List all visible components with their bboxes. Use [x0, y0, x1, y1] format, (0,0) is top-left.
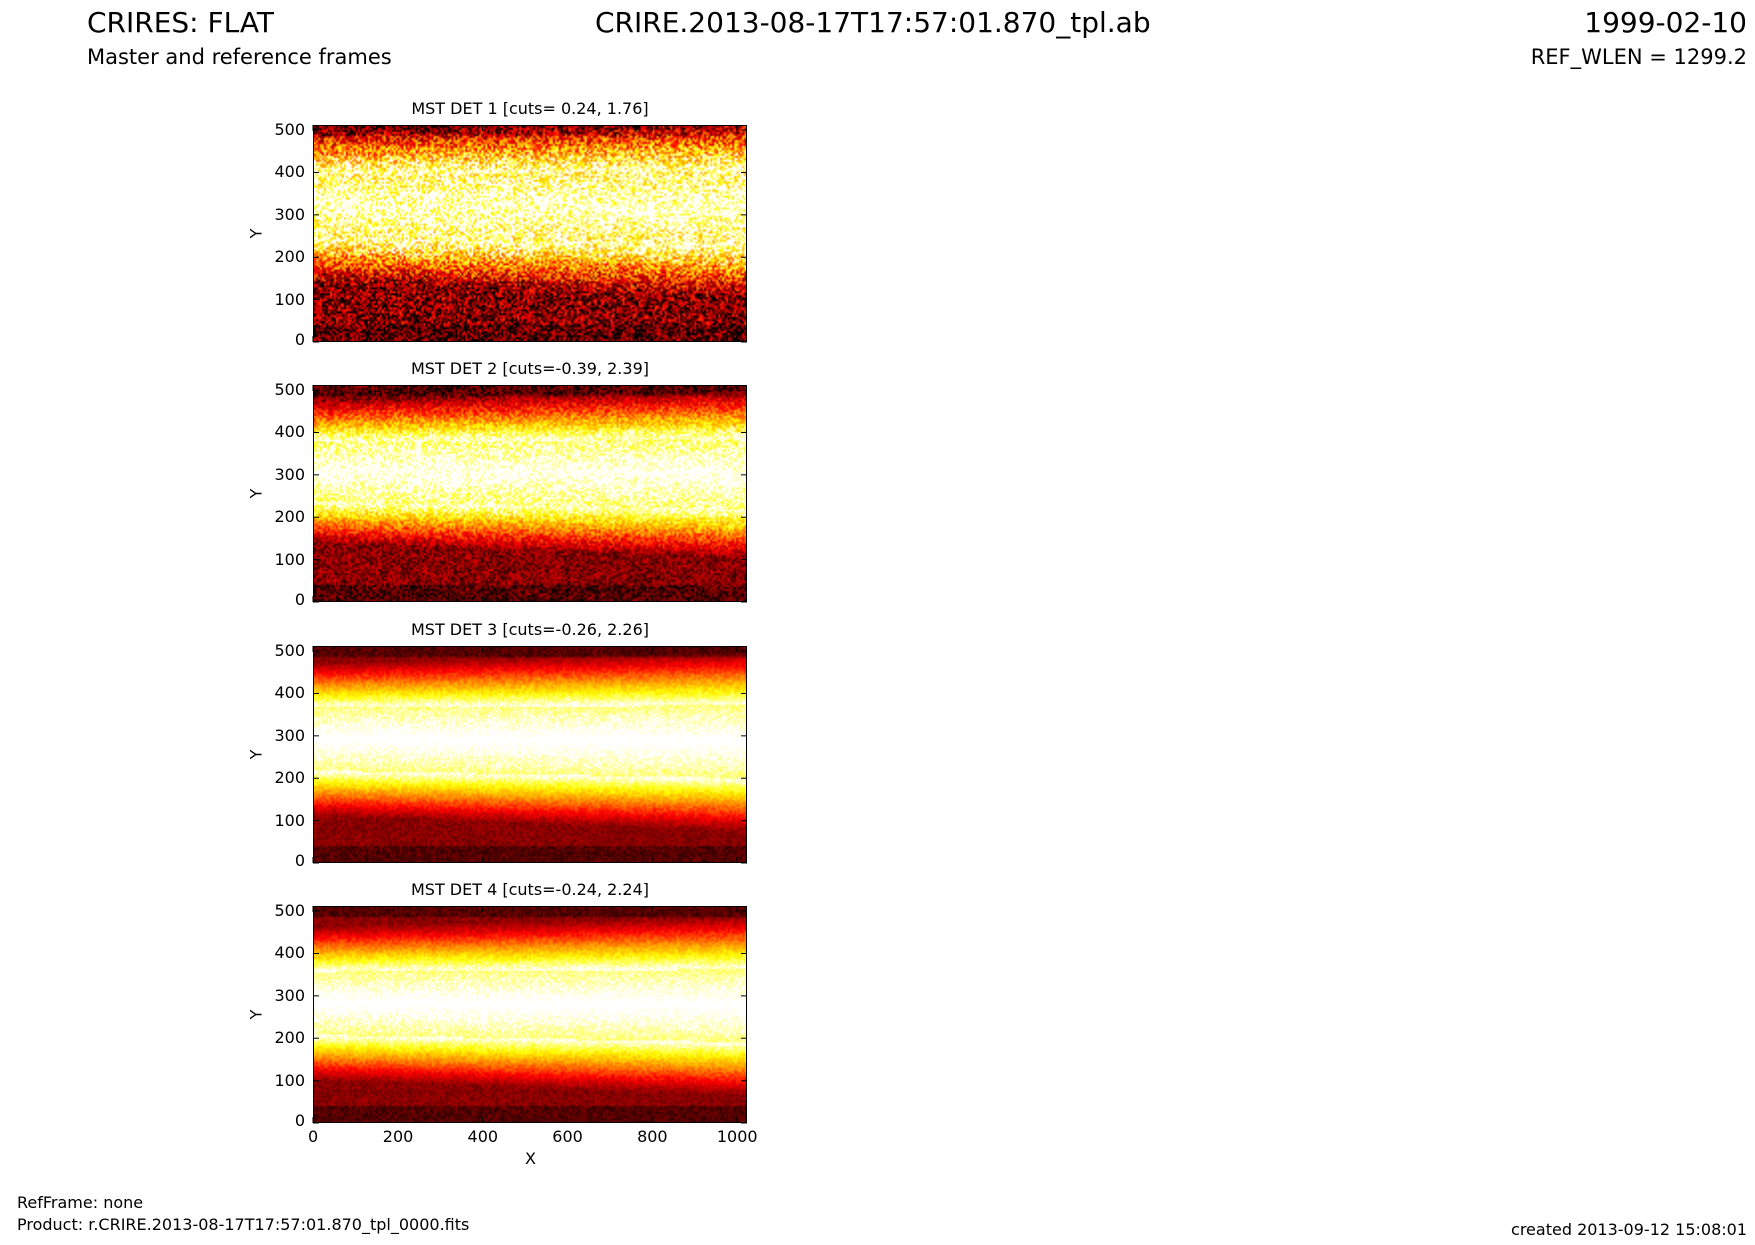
y-tick-label: 400 — [274, 943, 305, 963]
heatmap-plot-1 — [313, 125, 747, 342]
x-tick-label: 600 — [552, 1127, 583, 1146]
heatmap-image-3 — [314, 647, 746, 862]
x-tick-label: 800 — [637, 1127, 668, 1146]
y-axis-label: Y — [246, 749, 266, 759]
y-tick-label: 400 — [274, 162, 305, 182]
y-tick-label: 100 — [274, 549, 305, 569]
y-tick-label: 0 — [294, 1111, 305, 1130]
created-label: created 2013-09-12 15:08:01 — [1511, 1220, 1747, 1239]
y-tick-label: 0 — [294, 330, 305, 349]
ref-wlen-label: REF_WLEN = 1299.2 — [1530, 45, 1747, 69]
y-tick-label: 400 — [274, 422, 305, 442]
y-tick-label: 300 — [274, 464, 305, 484]
y-tick-label: 500 — [274, 380, 305, 400]
x-tick-label: 0 — [308, 1127, 319, 1146]
y-tick-label: 200 — [274, 1028, 305, 1048]
heatmap-plot-3 — [313, 646, 747, 863]
y-tick-label: 0 — [294, 590, 305, 609]
panel-title-3: MST DET 3 [cuts=-0.26, 2.26] — [410, 620, 649, 639]
y-tick-label: 100 — [274, 289, 305, 309]
y-tick-label: 500 — [274, 641, 305, 661]
y-tick-label: 300 — [274, 725, 305, 745]
y-tick-label: 300 — [274, 985, 305, 1005]
y-axis-label: Y — [246, 488, 266, 498]
heatmap-plot-4 — [313, 906, 747, 1123]
y-tick-label: 200 — [274, 768, 305, 788]
y-tick-label: 0 — [294, 851, 305, 870]
y-tick-label: 300 — [274, 204, 305, 224]
y-tick-label: 200 — [274, 247, 305, 267]
product-label: Product: r.CRIRE.2013-08-17T17:57:01.870… — [17, 1215, 470, 1234]
y-tick-label: 500 — [274, 120, 305, 140]
ref-frame-label: RefFrame: none — [17, 1193, 144, 1212]
heatmap-plot-2 — [313, 385, 747, 602]
y-tick-label: 100 — [274, 810, 305, 830]
y-axis-label: Y — [246, 228, 266, 238]
x-axis-label: X — [525, 1149, 536, 1168]
x-tick-label: 1000 — [716, 1127, 758, 1146]
instrument-title: CRIRES: FLAT — [87, 6, 274, 39]
y-tick-label: 100 — [274, 1070, 305, 1090]
x-tick-label: 200 — [382, 1127, 414, 1146]
panel-title-4: MST DET 4 [cuts=-0.24, 2.24] — [410, 880, 649, 899]
heatmap-image-1 — [314, 126, 746, 341]
panel-title-2: MST DET 2 [cuts=-0.39, 2.39] — [410, 359, 649, 378]
y-tick-label: 200 — [274, 507, 305, 527]
page-subtitle: Master and reference frames — [87, 45, 392, 69]
y-axis-label: Y — [246, 1009, 266, 1019]
panel-title-1: MST DET 1 [cuts= 0.24, 1.76] — [411, 99, 649, 118]
date-label: 1999-02-10 — [1584, 6, 1747, 39]
y-tick-label: 500 — [274, 901, 305, 921]
heatmap-image-4 — [314, 907, 746, 1122]
x-tick-label: 400 — [467, 1127, 499, 1146]
heatmap-image-2 — [314, 386, 746, 601]
file-title: CRIRE.2013-08-17T17:57:01.870_tpl.ab — [595, 6, 1151, 39]
y-tick-label: 400 — [274, 683, 305, 703]
